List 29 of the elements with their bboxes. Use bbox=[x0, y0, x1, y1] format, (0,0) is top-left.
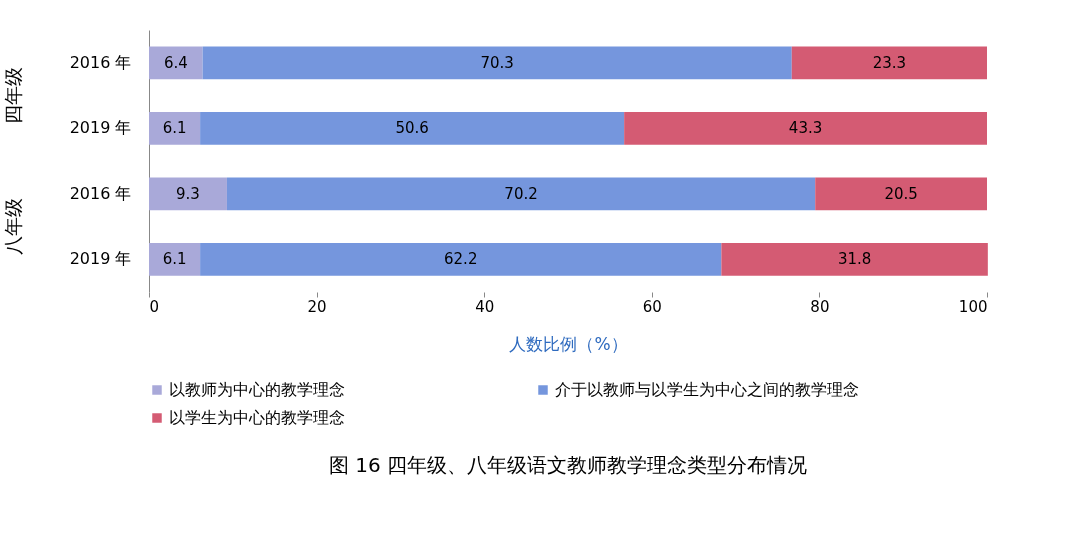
data-label: 6.1 bbox=[162, 250, 187, 269]
x-tick-label: 40 bbox=[475, 297, 495, 316]
y-tick-label: 2016 年 bbox=[69, 183, 132, 203]
data-label: 50.6 bbox=[395, 119, 429, 138]
text: 八年级 bbox=[2, 198, 24, 255]
legend-label: 以学生为中心的教学理念 bbox=[169, 408, 345, 427]
x-tick-label: 20 bbox=[307, 297, 327, 316]
data-label: 31.8 bbox=[837, 250, 872, 269]
y-tick-label: 2016 年 bbox=[69, 52, 132, 72]
data-label: 9.3 bbox=[176, 184, 200, 203]
data-label: 6.4 bbox=[163, 53, 188, 72]
y-tick-label: 2019 年 bbox=[69, 118, 132, 138]
x-tick-label: 100 bbox=[958, 297, 988, 316]
data-label: 6.1 bbox=[162, 119, 187, 138]
data-label: 70.2 bbox=[504, 184, 538, 203]
legend-label: 以教师为中心的教学理念 bbox=[169, 380, 345, 399]
legend-label: 介于以教师与以学生为中心之间的教学理念 bbox=[555, 380, 859, 399]
data-label: 20.5 bbox=[884, 184, 918, 203]
text: 四年级 bbox=[2, 67, 24, 124]
x-tick-label: 80 bbox=[810, 297, 830, 316]
y-tick-label: 2019 年 bbox=[69, 249, 132, 269]
x-tick-label: 0 bbox=[149, 297, 160, 316]
x-axis-title: 人数比例（%） bbox=[509, 333, 628, 354]
text: 图 16 四年级、八年级语文教师教学理念类型分布情况 bbox=[328, 453, 808, 477]
data-label: 23.3 bbox=[872, 53, 907, 72]
data-label: 70.3 bbox=[480, 53, 514, 72]
data-label: 62.2 bbox=[444, 250, 478, 269]
data-label: 43.3 bbox=[788, 119, 823, 138]
x-tick-label: 60 bbox=[642, 297, 662, 316]
